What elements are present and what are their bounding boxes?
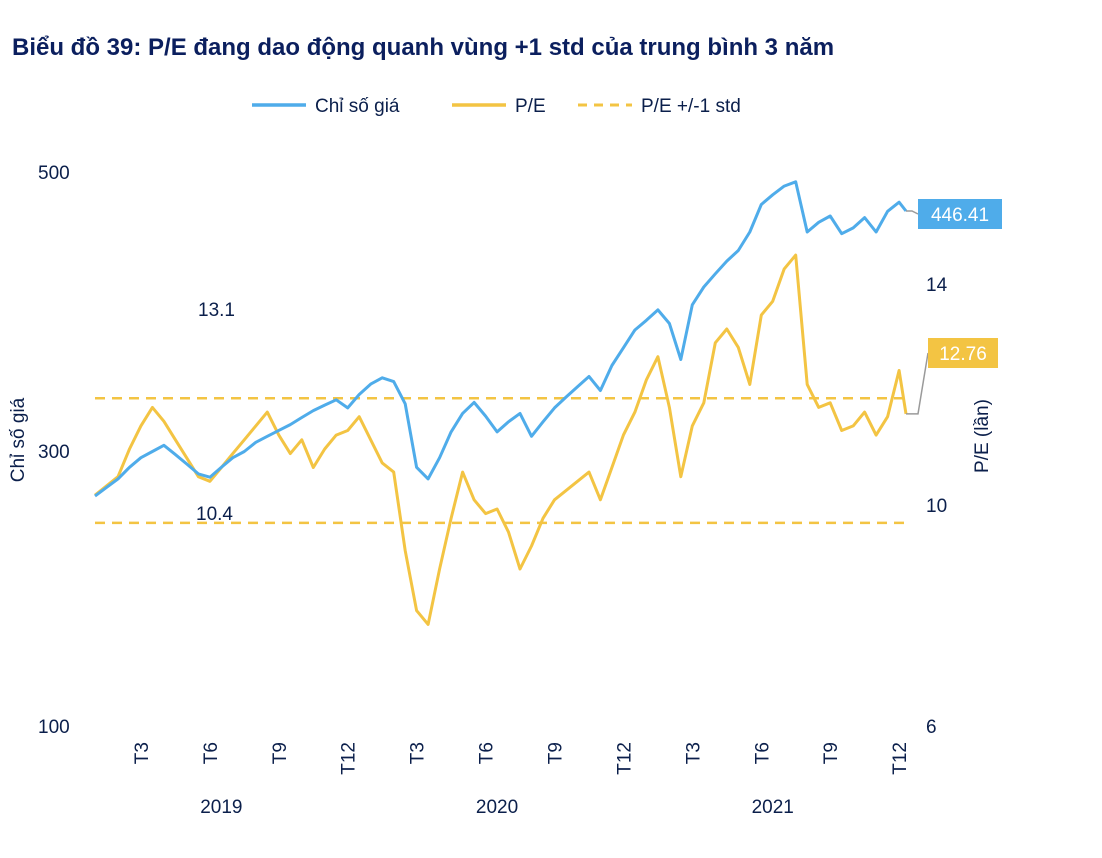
legend-label-pe: P/E [515, 96, 546, 117]
legend-label-index: Chỉ số giá [315, 96, 400, 117]
x-tick-label: T12 [614, 742, 635, 775]
x-year-label: 2020 [476, 797, 518, 818]
y-right-axis-label: P/E (lần) [972, 399, 993, 473]
std-label-lower: 10.4 [196, 504, 233, 525]
x-year-label: 2021 [752, 797, 794, 818]
x-year-label: 2019 [200, 797, 242, 818]
series-index-line [94, 180, 908, 498]
x-tick-label: T6 [477, 742, 498, 764]
x-tick-label: T12 [339, 742, 360, 775]
last-value-pe: 12.76 [906, 338, 998, 415]
std-lines: 13.1 10.4 [95, 300, 906, 525]
x-tick-label: T9 [270, 742, 291, 764]
y-axis-left: 100 300 500 Chỉ số giá [8, 163, 70, 738]
x-tick-label: T12 [890, 742, 911, 775]
legend-label-std: P/E +/-1 std [641, 96, 741, 117]
y-right-tick-14: 14 [926, 275, 948, 296]
x-tick-label: T3 [408, 742, 429, 764]
x-tick-label: T9 [545, 742, 566, 764]
last-pe-box [928, 338, 998, 368]
std-label-upper: 13.1 [198, 300, 235, 321]
last-index-label: 446.41 [931, 205, 989, 226]
series-pe-line [94, 253, 908, 626]
x-tick-label: T3 [683, 742, 704, 764]
x-tick-label: T9 [821, 742, 842, 764]
x-tick-label: T6 [752, 742, 773, 764]
y-axis-right: 6 10 14 P/E (lần) [926, 275, 993, 738]
y-left-tick-300: 300 [38, 442, 70, 463]
last-index-box [918, 199, 1002, 229]
last-index-connector [906, 210, 919, 215]
legend: Chỉ số giá P/E P/E +/-1 std [252, 96, 741, 117]
x-tick-label: T3 [132, 742, 153, 764]
last-pe-connector [906, 352, 929, 415]
last-value-index: 446.41 [906, 199, 1002, 229]
y-left-tick-500: 500 [38, 163, 70, 184]
x-tick-label: T6 [201, 742, 222, 764]
last-pe-label: 12.76 [939, 344, 987, 365]
y-right-tick-10: 10 [926, 496, 947, 517]
y-left-axis-label: Chỉ số giá [8, 397, 29, 482]
x-axis: T3 T6 T9 T12 T3 T6 T9 T12 T3 T6 T9 T12 2019 2020 2021 [132, 742, 911, 818]
y-right-tick-6: 6 [926, 717, 937, 738]
y-left-tick-100: 100 [38, 717, 70, 738]
chart-title: Biểu đồ 39: P/E đang dao động quanh vùng… [12, 34, 835, 61]
